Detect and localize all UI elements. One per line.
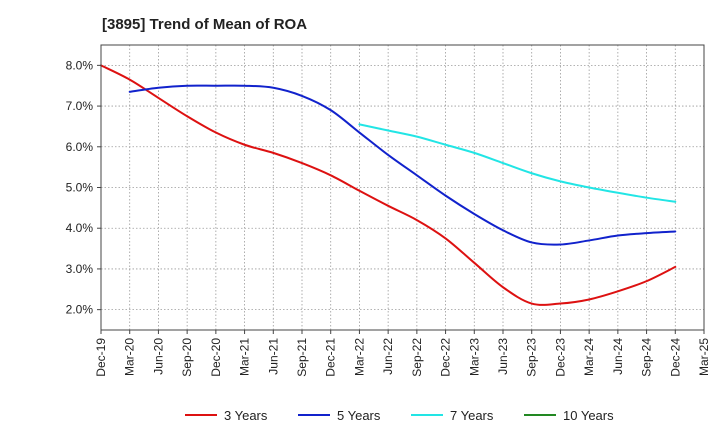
x-tick-label: Jun-21 — [266, 338, 280, 375]
grid-lines — [101, 45, 704, 330]
x-tick-label: Dec-23 — [553, 338, 567, 377]
y-tick-label: 8.0% — [66, 58, 94, 72]
x-tick-label: Mar-24 — [582, 338, 596, 376]
y-tick-label: 7.0% — [66, 99, 94, 113]
legend: 3 Years 5 Years 7 Years 10 Years — [185, 408, 614, 423]
x-tick-label: Sep-23 — [525, 338, 539, 377]
x-tick-label: Dec-21 — [324, 338, 338, 377]
x-tick-label: Dec-22 — [439, 338, 453, 377]
x-tick-label: Sep-22 — [410, 338, 424, 377]
x-tick-label: Dec-24 — [668, 338, 682, 377]
legend-label-10-years: 10 Years — [563, 408, 614, 423]
chart-title: [3895] Trend of Mean of ROA — [102, 16, 307, 33]
legend-label-3-years: 3 Years — [224, 408, 268, 423]
x-tick-label: Mar-22 — [352, 338, 366, 376]
x-tick-label: Mar-20 — [123, 338, 137, 376]
series-line-7-years — [358, 123, 677, 203]
series-line-5-years — [128, 84, 677, 246]
x-tick-label: Sep-24 — [640, 338, 654, 377]
x-tick-label: Jun-24 — [611, 338, 625, 375]
x-tick-label: Mar-25 — [697, 338, 711, 376]
x-tick-label: Jun-22 — [381, 338, 395, 375]
y-tick-label: 5.0% — [66, 181, 94, 195]
x-tick-label: Jun-23 — [496, 338, 510, 375]
x-axis-ticks: Dec-19 Mar-20 Jun-20 Sep-20 Dec-20 Mar-21 Jun-… — [94, 330, 711, 377]
y-tick-label: 4.0% — [66, 221, 94, 235]
series-lines — [100, 64, 677, 306]
x-tick-label: Dec-20 — [209, 338, 223, 377]
y-tick-label: 6.0% — [66, 140, 94, 154]
x-tick-label: Sep-21 — [295, 338, 309, 377]
y-axis-ticks: 2.0% 3.0% 4.0% 5.0% 6.0% 7.0% 8.0% — [66, 58, 101, 317]
legend-label-5-years: 5 Years — [337, 408, 381, 423]
x-tick-label: Mar-21 — [238, 338, 252, 376]
x-tick-label: Dec-19 — [94, 338, 108, 377]
x-tick-label: Sep-20 — [180, 338, 194, 377]
x-tick-label: Jun-20 — [151, 338, 165, 375]
y-tick-label: 3.0% — [66, 262, 94, 276]
legend-label-7-years: 7 Years — [450, 408, 494, 423]
y-tick-label: 2.0% — [66, 303, 94, 317]
x-tick-label: Mar-23 — [467, 338, 481, 376]
series-line-3-years — [100, 64, 677, 306]
